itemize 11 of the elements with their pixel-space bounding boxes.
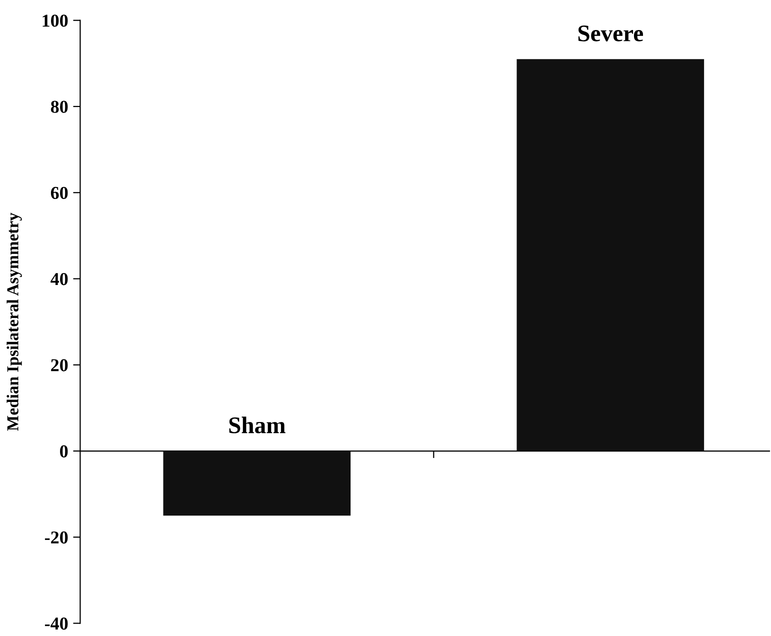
- x-tick-label: Sham: [229, 416, 286, 434]
- y-tick-label: 100: [42, 14, 68, 27]
- y-tick-label: 0: [60, 445, 68, 458]
- y-tick-label: -40: [44, 618, 68, 630]
- y-tick-label: 60: [50, 186, 68, 200]
- x-tick-label: Severe: [578, 26, 644, 42]
- y-tick-label: 20: [51, 359, 68, 372]
- y-tick-label: 80: [50, 100, 68, 113]
- y-axis-title: Median Ipsilateral Asymmetry: [6, 212, 22, 431]
- y-tick-label: -20: [44, 531, 68, 544]
- y-tick-label: 40: [50, 273, 68, 286]
